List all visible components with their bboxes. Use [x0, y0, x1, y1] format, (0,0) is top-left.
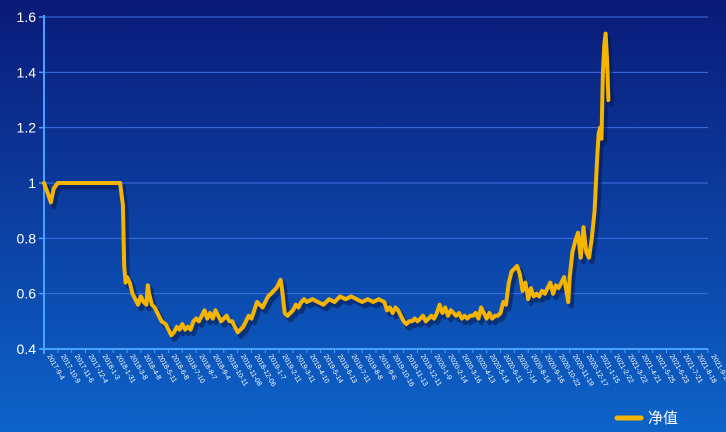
y-tick-label: 0.4: [17, 341, 37, 357]
y-tick-label: 0.6: [17, 286, 37, 302]
y-tick-label: 0.8: [17, 230, 37, 246]
y-tick-label: 1.6: [17, 9, 37, 25]
y-tick-label: 1.2: [17, 120, 37, 136]
y-tick-label: 1.4: [17, 64, 37, 80]
y-tick-labels: 0.4 0.6 0.8 1 1.2 1.4 1.6: [17, 9, 37, 357]
legend-label: 净值: [648, 409, 678, 427]
legend: 净值: [614, 409, 678, 427]
series-line-0: [42, 31, 611, 338]
series-layer: [42, 31, 614, 342]
y-tick-label: 1: [28, 175, 36, 191]
grid-lines: [44, 16, 708, 295]
series-line-shadow: [44, 35, 614, 342]
